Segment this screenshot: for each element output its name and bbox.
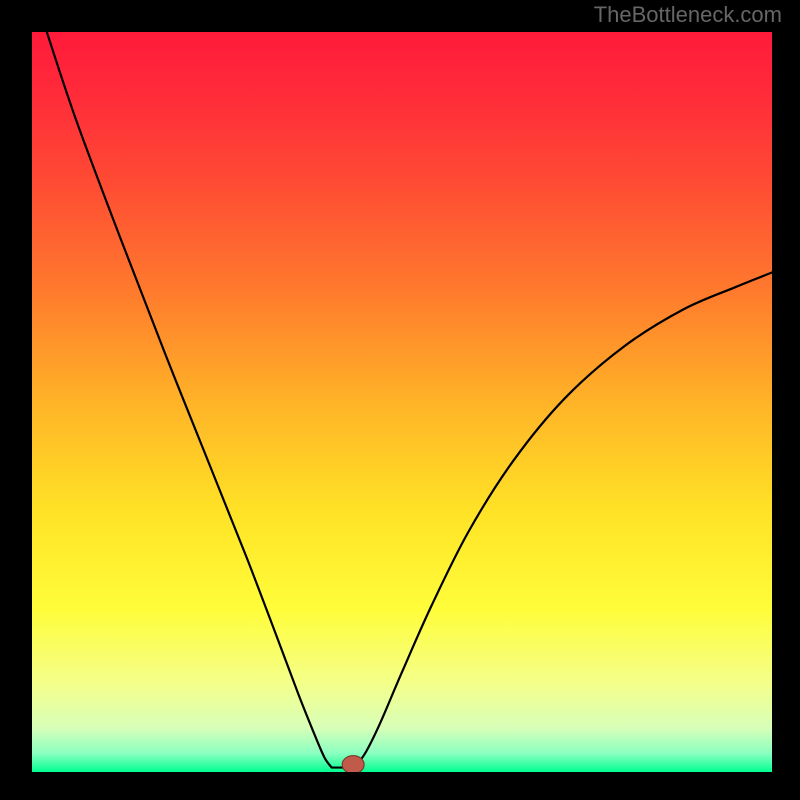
- minimum-marker: [342, 756, 364, 772]
- curve-layer: [32, 32, 772, 772]
- plot-area: [32, 32, 772, 772]
- watermark-text: TheBottleneck.com: [594, 2, 782, 28]
- bottleneck-curve: [47, 32, 772, 768]
